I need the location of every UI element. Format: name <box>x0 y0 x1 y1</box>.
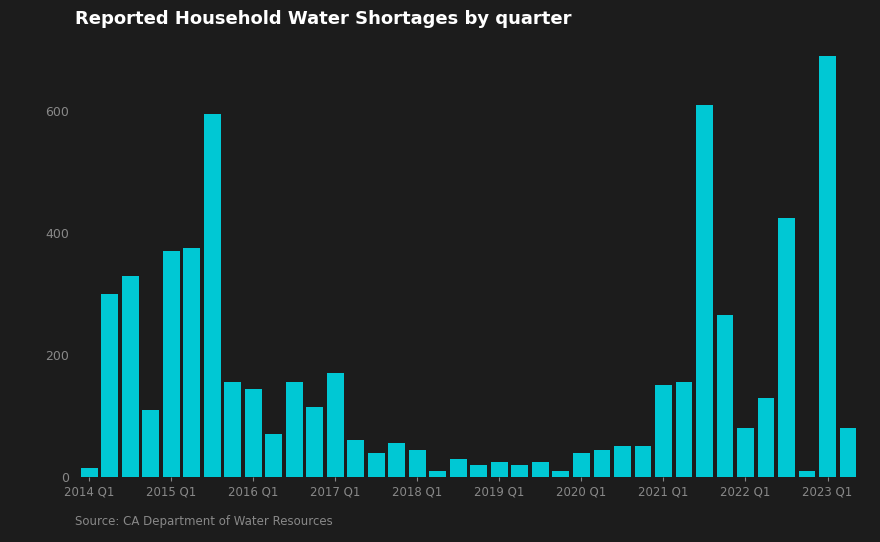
Bar <box>532 462 549 477</box>
Bar <box>471 465 488 477</box>
Bar <box>573 453 590 477</box>
Bar <box>245 389 261 477</box>
Bar <box>634 447 651 477</box>
Text: Source: CA Department of Water Resources: Source: CA Department of Water Resources <box>75 515 333 528</box>
Bar <box>204 114 221 477</box>
Text: Reported Household Water Shortages by quarter: Reported Household Water Shortages by qu… <box>75 10 571 28</box>
Bar <box>286 383 303 477</box>
Bar <box>143 410 159 477</box>
Bar <box>348 440 364 477</box>
Bar <box>368 453 385 477</box>
Bar <box>553 471 569 477</box>
Bar <box>121 276 138 477</box>
Bar <box>511 465 528 477</box>
Bar <box>326 373 344 477</box>
Bar <box>737 428 754 477</box>
Bar <box>778 218 795 477</box>
Bar <box>593 449 611 477</box>
Bar <box>676 383 693 477</box>
Bar <box>101 294 118 477</box>
Bar <box>819 56 836 477</box>
Bar <box>429 471 446 477</box>
Bar <box>306 407 323 477</box>
Bar <box>758 398 774 477</box>
Bar <box>388 443 405 477</box>
Bar <box>409 449 426 477</box>
Bar <box>81 468 98 477</box>
Bar <box>224 383 241 477</box>
Bar <box>183 248 200 477</box>
Bar <box>799 471 816 477</box>
Bar <box>696 105 713 477</box>
Bar <box>266 434 282 477</box>
Bar <box>491 462 508 477</box>
Bar <box>840 428 856 477</box>
Bar <box>655 385 671 477</box>
Bar <box>716 315 733 477</box>
Bar <box>163 251 180 477</box>
Bar <box>450 459 466 477</box>
Bar <box>614 447 631 477</box>
